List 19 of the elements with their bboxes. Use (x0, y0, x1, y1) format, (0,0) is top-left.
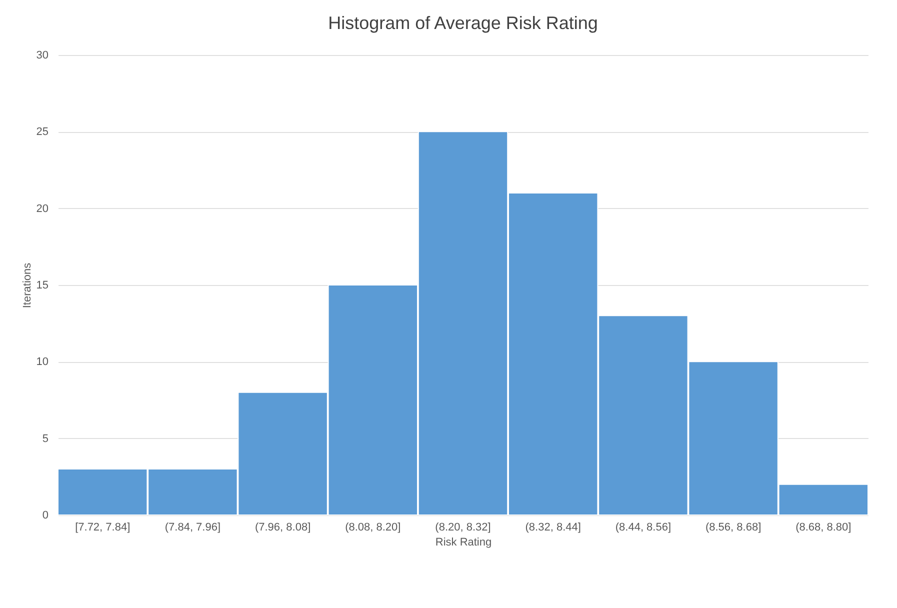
x-tick-label: (8.68, 8.80] (796, 522, 852, 534)
x-axis-title: Risk Rating (435, 536, 492, 548)
y-axis-title: Iterations (21, 262, 34, 308)
x-tick-label: (8.08, 8.20] (345, 522, 401, 534)
chart-title: Histogram of Average Risk Rating (328, 13, 598, 33)
x-tick-label: (7.84, 7.96] (164, 522, 221, 534)
x-tick-label: (7.96, 8.08] (254, 522, 311, 534)
y-tick-label: 0 (42, 510, 48, 522)
y-tick-label: 20 (36, 202, 48, 215)
y-tick-label: 15 (36, 280, 48, 292)
x-tick-label: (8.44, 8.56] (615, 522, 672, 534)
x-tick-label: [7.72, 7.84] (75, 522, 130, 534)
y-tick-label: 30 (36, 50, 48, 62)
y-tick-label: 5 (42, 432, 48, 445)
y-tick-label: 25 (36, 126, 48, 138)
x-tick-label: (8.20, 8.32] (435, 522, 491, 534)
y-tick-label: 10 (36, 356, 48, 368)
x-tick-label: (8.56, 8.68] (705, 522, 762, 534)
x-tick-label: (8.32, 8.44] (525, 522, 581, 534)
